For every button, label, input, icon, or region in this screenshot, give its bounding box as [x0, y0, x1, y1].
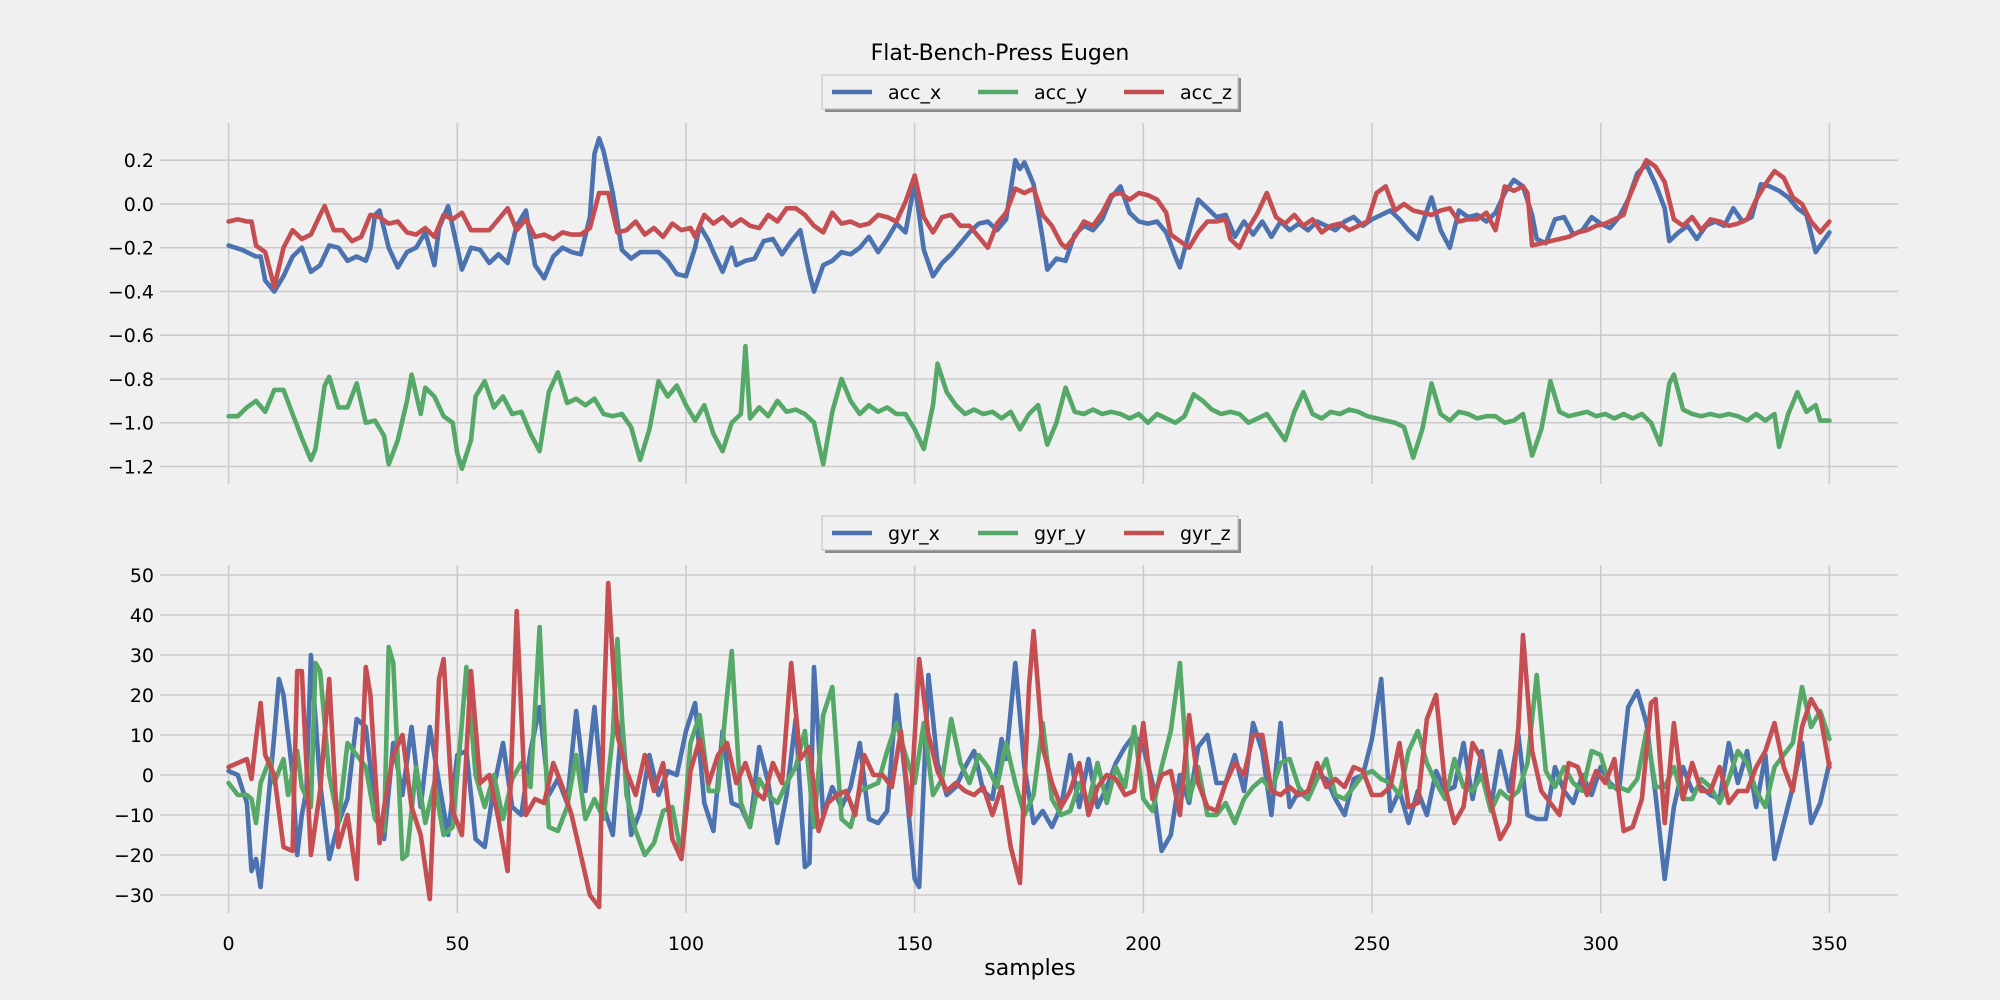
x-tick-label: 0	[223, 933, 235, 955]
y-tick-label: 0.0	[124, 194, 154, 216]
series-line-acc-x	[226, 136, 1832, 294]
x-tick-label: 200	[1125, 933, 1161, 955]
chart-title: Flat-Bench-Press Eugen	[871, 41, 1130, 66]
series-line-gyr-y	[226, 624, 1832, 862]
y-tick-label: −0.8	[108, 369, 154, 391]
y-tick-label: −0.2	[108, 238, 154, 260]
y-tick-label: −30	[114, 885, 154, 907]
y-tick-label: −20	[114, 845, 154, 867]
series-line-gyr-z	[226, 580, 1832, 910]
y-tick-label: 10	[130, 725, 154, 747]
legend-box	[821, 74, 1239, 110]
legend-label: acc_z	[1180, 82, 1232, 104]
legend-label: gyr_y	[1034, 523, 1086, 545]
series-line-acc-y	[226, 343, 1832, 471]
y-tick-label: −1.2	[108, 456, 154, 478]
x-tick-label: 150	[897, 933, 933, 955]
y-tick-label: 30	[130, 645, 154, 667]
x-tick-label: 50	[445, 933, 469, 955]
y-tick-label: −10	[114, 805, 154, 827]
y-tick-label: 40	[130, 605, 154, 627]
accelerometer-panel: −1.2 −1.0 −0.8 −0.6 −0.4 −0.2 0.0 0.2 acc_x acc_y…	[108, 74, 1898, 484]
y-tick-label: 50	[130, 565, 154, 587]
x-tick-label: 250	[1354, 933, 1390, 955]
legend-label: acc_x	[888, 82, 941, 104]
y-tick-label: 0	[142, 765, 154, 787]
legend: acc_x acc_y acc_z	[821, 74, 1241, 112]
x-axis-label: samples	[984, 956, 1075, 981]
y-tick-label: −1.0	[108, 413, 154, 435]
legend-label: acc_y	[1034, 82, 1087, 104]
y-tick-label: 20	[130, 685, 154, 707]
legend-label: gyr_z	[1180, 523, 1231, 545]
series-line-acc-z	[226, 157, 1832, 290]
y-tick-label: −0.4	[108, 281, 154, 303]
x-tick-label: 100	[668, 933, 704, 955]
legend: gyr_x gyr_y gyr_z	[821, 515, 1241, 553]
y-tick-label: 0.2	[124, 150, 154, 172]
legend-label: gyr_x	[888, 523, 940, 545]
legend-box	[821, 515, 1239, 551]
x-tick-label: 350	[1811, 933, 1847, 955]
y-tick-label: −0.6	[108, 325, 154, 347]
gyroscope-panel: −30 −20 −10 0 10 20 30 40 50 0 50 100 150 200 250 300 35…	[114, 515, 1898, 955]
x-tick-label: 300	[1583, 933, 1619, 955]
